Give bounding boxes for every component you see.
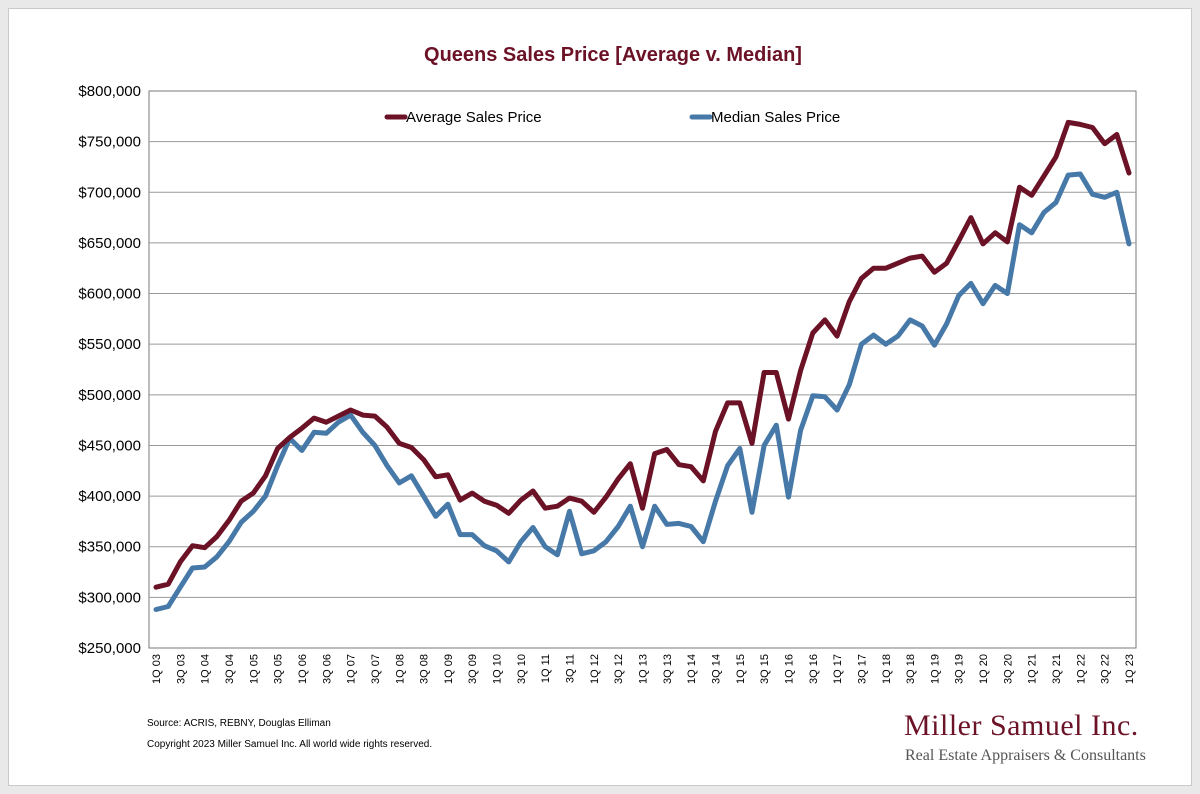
- x-tick-label: 3Q 06: [321, 654, 333, 684]
- x-tick-label: 3Q 04: [224, 654, 236, 684]
- x-tick-label: 1Q 07: [346, 654, 358, 684]
- x-tick-label: 3Q 07: [370, 654, 382, 684]
- y-tick-label: $300,000: [78, 589, 141, 606]
- y-tick-label: $550,000: [78, 336, 141, 353]
- x-tick-label: 1Q 08: [394, 654, 406, 684]
- x-tick-label: 3Q 09: [467, 654, 479, 684]
- y-tick-label: $450,000: [78, 437, 141, 454]
- y-tick-label: $600,000: [78, 286, 141, 303]
- x-tick-label: 3Q 13: [662, 654, 674, 684]
- x-tick-label: 1Q 06: [297, 654, 309, 684]
- x-tick-label: 1Q 12: [589, 654, 601, 684]
- y-tick-label: $650,000: [78, 235, 141, 252]
- y-tick-label: $700,000: [78, 184, 141, 201]
- x-tick-label: 3Q 20: [1002, 654, 1014, 684]
- x-tick-label: 3Q 22: [1100, 654, 1112, 684]
- x-tick-label: 1Q 23: [1124, 654, 1136, 684]
- x-tick-label: 3Q 03: [175, 654, 187, 684]
- y-tick-label: $250,000: [78, 640, 141, 657]
- x-tick-label: 1Q 21: [1027, 654, 1039, 684]
- legend-label-average: Average Sales Price: [406, 109, 542, 126]
- x-tick-label: 3Q 15: [759, 654, 771, 684]
- series-lines: [153, 119, 1132, 612]
- x-tick-label: 3Q 19: [954, 654, 966, 684]
- x-tick-label: 1Q 05: [248, 654, 260, 684]
- x-tick-label: 3Q 18: [905, 654, 917, 684]
- x-tick-label: 3Q 21: [1051, 654, 1063, 684]
- x-tick-label: 1Q 20: [978, 654, 990, 684]
- x-tick-label: 3Q 10: [516, 654, 528, 684]
- x-tick-label: 3Q 08: [419, 654, 431, 684]
- plot-area: [148, 90, 1137, 649]
- y-tick-label: $400,000: [78, 488, 141, 505]
- x-tick-label: 1Q 09: [443, 654, 455, 684]
- x-tick-label: 1Q 17: [832, 654, 844, 684]
- x-tick-label: 1Q 16: [783, 654, 795, 684]
- x-tick-label: 1Q 19: [929, 654, 941, 684]
- x-axis: 1Q 03 3Q 03 1Q 04 3Q 04 1Q 05 3Q 05 1Q 06 3Q 06…: [151, 654, 1136, 684]
- legend: Average Sales Price Median Sales Price: [384, 109, 840, 126]
- legend-label-median: Median Sales Price: [711, 109, 840, 126]
- x-tick-label: 1Q 03: [151, 654, 163, 684]
- chart-title: Queens Sales Price [Average v. Median]: [424, 44, 802, 66]
- brand-tagline: Real Estate Appraisers & Consultants: [905, 747, 1146, 764]
- x-tick-label: 1Q 22: [1075, 654, 1087, 684]
- x-tick-label: 3Q 16: [808, 654, 820, 684]
- x-tick-label: 1Q 18: [881, 654, 893, 684]
- series-line-average: [153, 119, 1132, 590]
- x-tick-label: 1Q 15: [735, 654, 747, 684]
- x-tick-label: 3Q 14: [710, 654, 722, 684]
- chart: Queens Sales Price [Average v. Median] $…: [78, 44, 1137, 684]
- y-tick-label: $350,000: [78, 539, 141, 556]
- x-tick-label: 1Q 04: [200, 654, 212, 684]
- y-tick-label: $800,000: [78, 83, 141, 100]
- series-line-median: [153, 171, 1132, 612]
- chart-frame: Queens Sales Price [Average v. Median] $…: [8, 8, 1192, 786]
- x-tick-label: 3Q 12: [613, 654, 625, 684]
- x-tick-label: 1Q 11: [540, 654, 552, 683]
- y-tick-label: $750,000: [78, 134, 141, 151]
- x-tick-label: 3Q 05: [273, 654, 285, 684]
- copyright-note: Copyright 2023 Miller Samuel Inc. All wo…: [147, 739, 433, 750]
- y-tick-label: $500,000: [78, 387, 141, 404]
- x-tick-label: 3Q 17: [856, 654, 868, 684]
- source-note: Source: ACRIS, REBNY, Douglas Elliman: [147, 718, 331, 729]
- y-axis: $250,000 $300,000 $350,000 $400,000 $450,000…: [78, 83, 141, 657]
- x-tick-label: 1Q 13: [638, 654, 650, 684]
- x-tick-label: 3Q 11: [565, 654, 577, 683]
- x-tick-label: 1Q 14: [686, 654, 698, 684]
- gridlines: [149, 141, 1136, 598]
- brand-logo-name: Miller Samuel Inc.: [904, 709, 1139, 742]
- x-tick-label: 1Q 10: [492, 654, 504, 684]
